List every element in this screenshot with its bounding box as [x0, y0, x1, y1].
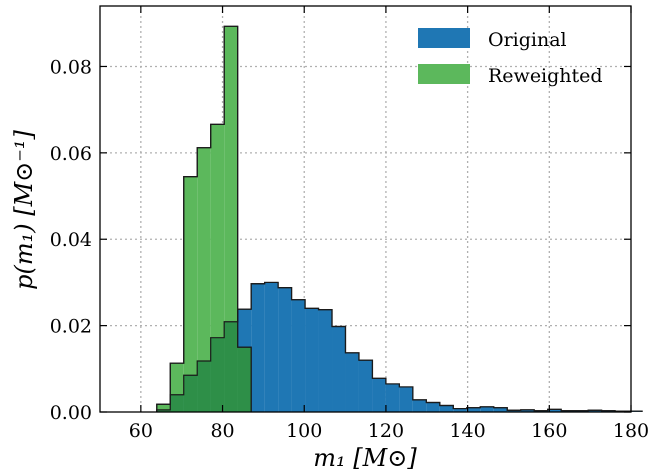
y-tick-label: 0.00: [50, 402, 92, 424]
bar-original-18: [399, 386, 413, 412]
bar-overlap-5: [224, 321, 238, 412]
legend-label-original: Original: [488, 29, 567, 51]
legend-swatch-reweighted: [418, 64, 470, 84]
bar-original-24: [480, 406, 494, 412]
outline-top: [156, 25, 252, 412]
bar-original-8: [264, 282, 279, 412]
bar-overlap-0: [156, 409, 171, 412]
bar-overlap-1: [170, 394, 184, 412]
bar-original-21: [439, 405, 454, 412]
legend: Original Reweighted: [418, 28, 603, 87]
bar-overlap-2: [183, 375, 198, 412]
bar-original-12: [318, 309, 333, 412]
bar-original-10: [291, 299, 306, 412]
bar-original-29: [547, 409, 562, 412]
x-tick-label: 180: [613, 420, 649, 442]
bar-original-14: [345, 352, 359, 412]
series-overlap: [156, 25, 643, 412]
bar-reweighted-2: [183, 176, 198, 412]
bar-reweighted-5: [224, 26, 238, 413]
y-tick-label: 0.08: [50, 56, 92, 78]
legend-swatch-original: [418, 28, 470, 48]
bar-original-27: [520, 409, 535, 412]
bar-overlap-6: [237, 347, 252, 412]
x-tick-label: 160: [531, 420, 567, 442]
bar-original-11: [305, 308, 319, 412]
grid-lines: [100, 6, 631, 412]
legend-label-reweighted: Reweighted: [488, 65, 603, 87]
bar-original-19: [412, 399, 427, 412]
y-tick-label: 0.04: [50, 229, 92, 251]
bar-original-17: [385, 383, 400, 412]
bar-original-13: [332, 326, 346, 412]
axis-ticks: 60 80 100 120 140 160 180 0.00 0.02 0.04 0.06 0.08: [50, 6, 649, 442]
x-tick-label: 80: [210, 420, 234, 442]
bar-original-23: [466, 407, 481, 412]
x-tick-label: 60: [129, 420, 153, 442]
y-axis-label: p(m₁) [M⊙⁻¹]: [10, 129, 38, 289]
bar-original-26: [507, 410, 521, 412]
bar-original-15: [358, 360, 373, 412]
outline-top: [156, 281, 643, 412]
x-axis-label: m₁ [M⊙]: [313, 444, 417, 472]
bar-original-9: [278, 287, 292, 412]
bar-overlap-4: [210, 337, 225, 412]
bar-original-16: [372, 378, 386, 412]
bar-original-32: [588, 410, 602, 412]
y-tick-label: 0.06: [50, 143, 92, 165]
bar-original-22: [453, 408, 467, 412]
bar-reweighted-3: [197, 147, 211, 412]
bar-original-20: [426, 402, 440, 412]
bar-reweighted-0: [156, 404, 171, 412]
bar-original-7: [251, 283, 265, 412]
x-tick-label: 100: [286, 420, 322, 442]
x-tick-label: 140: [449, 420, 485, 442]
x-tick-label: 120: [368, 420, 404, 442]
plot-frame: [99, 5, 632, 413]
y-tick-label: 0.02: [50, 316, 92, 338]
bar-original-25: [493, 407, 508, 412]
bar-overlap-3: [197, 361, 211, 412]
